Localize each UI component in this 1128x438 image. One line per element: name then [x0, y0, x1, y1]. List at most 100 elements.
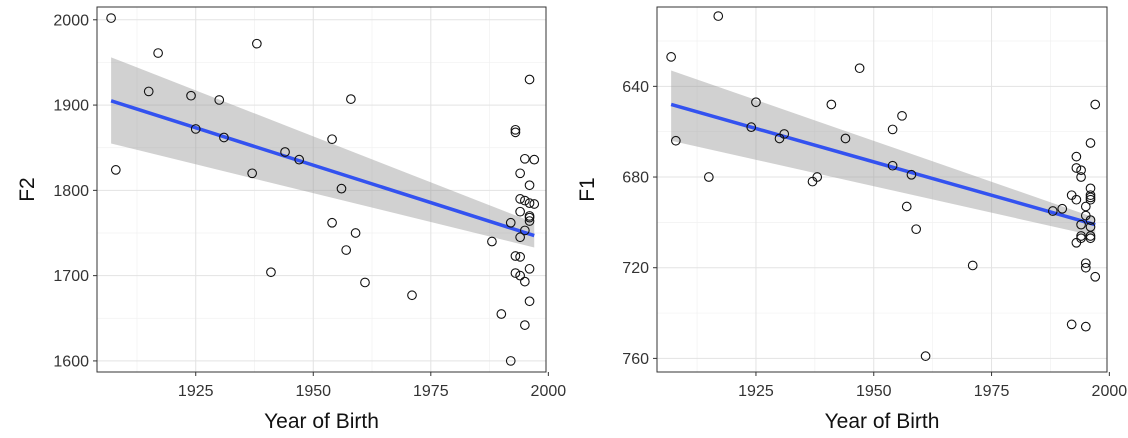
- data-point: [336, 183, 347, 194]
- y-tick-label: 1700: [53, 268, 89, 285]
- data-point: [346, 94, 356, 104]
- x-tick-label: 2000: [1092, 383, 1128, 400]
- data-points: [666, 11, 1101, 361]
- data-point: [266, 267, 276, 278]
- data-point: [350, 228, 361, 238]
- data-point: [1090, 99, 1101, 110]
- data-point: [1080, 201, 1091, 212]
- data-point: [505, 356, 516, 366]
- data-point: [713, 11, 724, 21]
- data-point: [153, 48, 163, 58]
- data-point: [901, 201, 912, 212]
- data-point: [906, 169, 917, 180]
- data-point: [920, 351, 931, 361]
- data-point: [1085, 233, 1096, 244]
- gridlines: [97, 7, 546, 372]
- x-tick-label: 1925: [178, 383, 214, 400]
- y-tick-label: 720: [622, 260, 649, 277]
- data-point: [1076, 233, 1086, 244]
- data-point: [247, 168, 258, 179]
- data-point: [496, 309, 507, 319]
- confidence-band: [671, 70, 1096, 236]
- data-point: [510, 127, 521, 138]
- gridlines: [657, 7, 1107, 372]
- regression-line: [110, 99, 535, 238]
- data-point: [1047, 206, 1058, 216]
- data-point: [1090, 271, 1101, 282]
- data-point: [510, 251, 521, 261]
- data-point: [840, 133, 851, 144]
- data-point: [519, 225, 530, 236]
- x-tick-label: 1950: [856, 383, 892, 400]
- data-point: [1066, 319, 1077, 330]
- data-points: [106, 13, 540, 366]
- y-tick-label: 2000: [53, 12, 89, 29]
- data-point: [327, 217, 337, 228]
- data-point: [854, 63, 865, 74]
- data-point: [510, 268, 521, 278]
- data-point: [214, 95, 225, 105]
- data-point: [826, 99, 837, 110]
- y-axis-title: F2: [16, 177, 39, 202]
- data-point: [515, 270, 525, 281]
- data-point: [407, 290, 417, 301]
- x-tick-label: 1975: [413, 383, 449, 400]
- data-point: [524, 180, 535, 191]
- data-point: [1076, 172, 1086, 182]
- data-point: [746, 122, 757, 133]
- y-tick-label: 1800: [53, 183, 89, 200]
- data-point: [519, 320, 530, 330]
- data-point: [294, 154, 305, 165]
- data-point: [524, 216, 535, 226]
- confidence-band: [111, 57, 535, 248]
- data-point: [524, 263, 535, 274]
- x-axis-title: Year of Birth: [825, 410, 940, 433]
- panel-border: [656, 6, 1108, 373]
- data-point: [529, 154, 540, 165]
- data-point: [1076, 165, 1086, 176]
- data-point: [515, 194, 525, 204]
- data-point: [519, 276, 530, 287]
- data-point: [510, 124, 521, 135]
- data-point: [1080, 321, 1091, 332]
- y-tick-label: 1900: [53, 98, 89, 115]
- data-point: [967, 260, 978, 271]
- y-tick-label: 640: [622, 79, 649, 96]
- data-point: [524, 296, 535, 307]
- data-point: [515, 168, 525, 179]
- data-point: [515, 252, 525, 262]
- data-point: [1085, 190, 1096, 201]
- data-point: [751, 97, 761, 108]
- data-point: [219, 132, 229, 143]
- x-axis-title: Year of Birth: [264, 410, 379, 433]
- data-point: [524, 211, 535, 221]
- data-point: [106, 13, 116, 23]
- data-point: [703, 172, 714, 182]
- regression-line: [670, 102, 1096, 227]
- data-point: [143, 86, 154, 97]
- data-point: [360, 277, 370, 288]
- data-point: [887, 160, 898, 171]
- y-axis-title: F1: [576, 177, 599, 202]
- data-point: [1085, 192, 1096, 203]
- data-point: [670, 135, 681, 146]
- data-point: [897, 110, 907, 121]
- data-point: [1071, 163, 1082, 173]
- x-tick-label: 1925: [738, 383, 774, 400]
- x-tick-label: 1975: [974, 383, 1010, 400]
- data-point: [327, 134, 337, 145]
- data-point: [1076, 219, 1086, 230]
- data-point: [1085, 215, 1096, 225]
- data-point: [524, 198, 535, 208]
- panel-f1: 1925 1950 1975 2000 640 680 720 760 Year of Birt…: [576, 6, 1128, 433]
- data-point: [487, 236, 497, 247]
- data-point: [887, 124, 898, 135]
- data-point: [1080, 262, 1091, 273]
- data-point: [812, 172, 823, 182]
- data-point: [1085, 138, 1096, 148]
- x-tick-label: 2000: [531, 383, 567, 400]
- data-point: [519, 195, 530, 206]
- data-point: [1071, 194, 1082, 205]
- data-point: [1080, 258, 1091, 269]
